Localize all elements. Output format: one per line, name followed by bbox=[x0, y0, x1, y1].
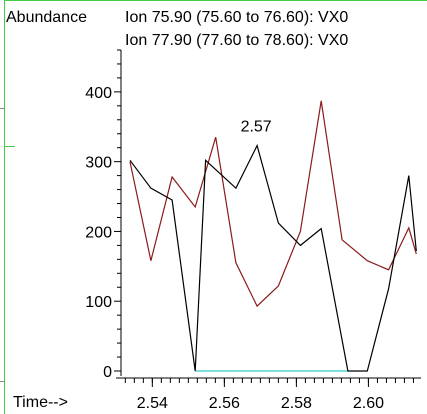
frame-notch bbox=[5, 146, 15, 147]
x-tick-label: 2.58 bbox=[281, 395, 312, 412]
series-line-ion-2 bbox=[129, 100, 417, 308]
legend-ion-1: Ion 75.90 (75.60 to 76.60): VX0 bbox=[125, 9, 349, 26]
side-tick-mark bbox=[0, 108, 4, 109]
y-tick-label: 400 bbox=[85, 85, 112, 102]
y-tick-label: 200 bbox=[85, 224, 112, 241]
y-tick-label: 0 bbox=[103, 364, 112, 381]
legend-ion-2: Ion 77.90 (77.60 to 78.60): VX0 bbox=[125, 32, 349, 49]
x-tick-label: 2.54 bbox=[137, 395, 168, 412]
y-axis-title: Abundance bbox=[6, 9, 87, 26]
x-tick-label: 2.56 bbox=[209, 395, 240, 412]
side-tick-mark bbox=[0, 381, 4, 382]
chart-frame bbox=[4, 0, 427, 414]
x-tick-label: 2.60 bbox=[353, 395, 384, 412]
x-axis-title: Time--> bbox=[13, 394, 68, 411]
series-line-ion-1 bbox=[129, 143, 417, 372]
y-tick-label: 100 bbox=[85, 294, 112, 311]
peak-label: 2.57 bbox=[241, 119, 272, 136]
y-tick-label: 300 bbox=[85, 155, 112, 172]
